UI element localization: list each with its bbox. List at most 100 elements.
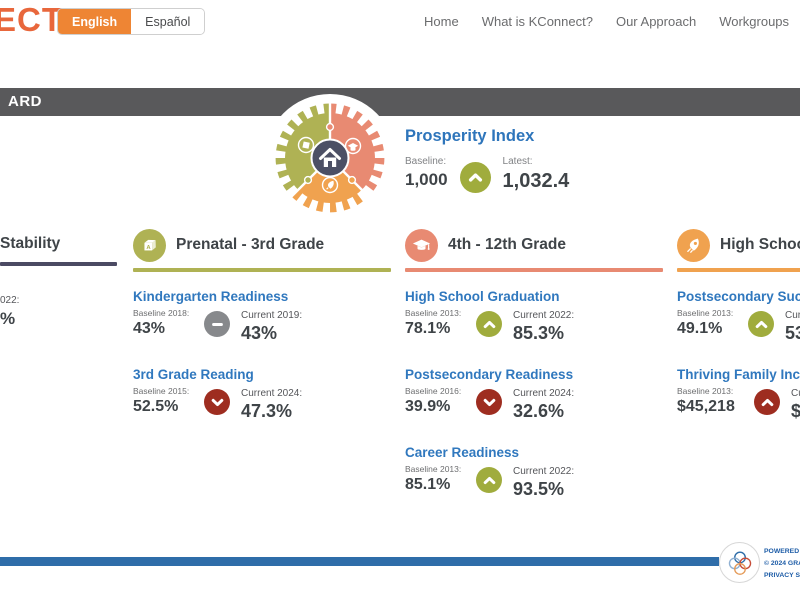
- column-title: Prenatal - 3rd Grade: [176, 236, 325, 253]
- baseline-value: 78.1%: [405, 320, 451, 337]
- baseline-value: $45,218: [677, 398, 735, 415]
- kconnect-logo[interactable]: ECT: [0, 1, 63, 38]
- current-value: 85.3%: [513, 323, 565, 343]
- rocket-icon: [677, 228, 710, 262]
- baseline-label: Baseline:: [405, 156, 447, 167]
- current-value: 32.6%: [513, 401, 565, 421]
- metric-link[interactable]: Thriving Family Income: [677, 367, 800, 382]
- footer-privacy-link[interactable]: PRIVACY STAT: [764, 572, 800, 580]
- baseline-value: 39.9%: [405, 398, 451, 415]
- current-value: 53.1%: [785, 323, 800, 343]
- footer-copyright: © 2024 GRAN: [764, 560, 800, 568]
- column-title: 4th - 12th Grade: [448, 236, 566, 253]
- metric-link[interactable]: Career Readiness: [405, 445, 520, 460]
- prosperity-latest: Latest: 1,032.4: [503, 156, 570, 193]
- trend-up-icon: [476, 467, 502, 493]
- trend-up-red-icon: [754, 389, 780, 415]
- baseline-label: Baseline 2013:: [405, 308, 462, 318]
- metric-link[interactable]: Kindergarten Readiness: [133, 289, 289, 304]
- language-espanol-button[interactable]: Español: [131, 9, 205, 34]
- metric-link[interactable]: High School Graduation: [405, 289, 560, 304]
- column-title: High School +: [720, 236, 800, 253]
- graduation-cap-mini-icon: [344, 137, 362, 155]
- current-label: Current 2024:: [513, 388, 575, 399]
- baseline-value: 43%: [133, 320, 166, 337]
- top-navbar: ECT English Español Home What is KConnec…: [0, 0, 800, 46]
- nav-item-what-is-kconnect[interactable]: What is KConnect?: [481, 14, 593, 29]
- footer-text: POWERED BY T © 2024 GRAN PRIVACY STAT: [764, 546, 800, 583]
- trend-down-icon: [476, 389, 502, 415]
- current-value: 47.3%: [241, 401, 293, 421]
- nav-item-workgroups[interactable]: Workgroups: [719, 14, 790, 29]
- page-title: ARD: [8, 93, 42, 110]
- baseline-label: Baseline 2015:: [133, 386, 190, 396]
- dashboard-title-bar: ARD: [0, 88, 800, 116]
- trend-down-icon: [204, 389, 230, 415]
- current-label: Current 2022:: [513, 310, 575, 321]
- main-nav: Home What is KConnect? Our Approach Work…: [424, 14, 800, 29]
- prosperity-index-title: Prosperity Index: [405, 127, 535, 145]
- baseline-value: 85.1%: [405, 476, 451, 493]
- baseline-value: 52.5%: [133, 398, 179, 415]
- footer-divider-bar: [0, 557, 719, 566]
- column-rule: [677, 268, 800, 272]
- latest-label: Latest:: [502, 156, 533, 167]
- nav-item-our-approach[interactable]: Our Approach: [615, 14, 697, 29]
- trend-up-icon: [748, 311, 774, 337]
- prosperity-index-panel: Prosperity Index Baseline: 1,000 Latest:…: [405, 127, 569, 193]
- baseline-label: Baseline 2013:: [677, 386, 734, 396]
- baseline-label: Baseline 2013:: [405, 464, 462, 474]
- current-label: Current 2024:: [241, 388, 303, 399]
- column-rule: [133, 268, 391, 272]
- current-label: Current 2022:: [785, 310, 800, 321]
- current-label: Current 2024:: [791, 388, 800, 399]
- baseline-label: Baseline 2018:: [133, 308, 190, 318]
- trend-flat-icon: [204, 311, 230, 337]
- baseline-label: Baseline 2016:: [405, 386, 462, 396]
- current-value: 93.5%: [513, 479, 565, 499]
- latest-value: 1,032.4: [502, 170, 570, 192]
- metric-link[interactable]: 3rd Grade Reading: [133, 367, 254, 382]
- metric-thriving-family-income: Thriving Family Income Baseline 2013: $4…: [677, 367, 800, 422]
- house-icon: [319, 148, 341, 167]
- clipped-metric: 022: %: [0, 295, 117, 329]
- metric-postsecondary-readiness: Postsecondary Readiness Baseline 2016: 3…: [405, 367, 663, 422]
- footer-powered-by: POWERED BY T: [764, 548, 800, 555]
- language-toggle: English Español: [57, 8, 206, 35]
- svg-text:A: A: [146, 244, 151, 250]
- metric-3rd-grade-reading: 3rd Grade Reading Baseline 2015: 52.5% C…: [133, 367, 391, 422]
- current-label: Current 2019:: [241, 310, 303, 321]
- trend-up-icon: [476, 311, 502, 337]
- toy-block-icon: A: [133, 228, 166, 262]
- baseline-value: 49.1%: [677, 320, 723, 337]
- prosperity-baseline: Baseline: 1,000: [405, 156, 448, 190]
- language-english-button[interactable]: English: [58, 9, 132, 34]
- foundation-rings-logo: [719, 542, 760, 583]
- metric-link[interactable]: Postsecondary Success: [677, 289, 800, 304]
- nav-item-home[interactable]: Home: [424, 14, 459, 29]
- baseline-label: Baseline 2013:: [677, 308, 734, 318]
- current-label: Current 2022:: [513, 466, 575, 477]
- column-prenatal-3rd: A Prenatal - 3rd Grade Kindergarten Read…: [133, 228, 391, 445]
- column-rule: [405, 268, 663, 272]
- baseline-value: 1,000: [405, 170, 448, 189]
- trend-up-icon: [459, 162, 491, 193]
- column-high-school-plus: High School + Postsecondary Success Base…: [677, 228, 800, 445]
- clipped-current-value: %: [0, 309, 16, 328]
- column-stability-title: Stability: [0, 235, 61, 252]
- metric-career-readiness: Career Readiness Baseline 2013: 85.1% Cu…: [405, 445, 663, 500]
- graduation-cap-icon: [405, 228, 438, 262]
- column-stability: Stability 022: %: [0, 228, 117, 329]
- column-stability-rule: [0, 262, 117, 266]
- current-value: $50: [791, 401, 800, 421]
- clipped-current-label: 022:: [0, 295, 20, 306]
- metric-postsecondary-success: Postsecondary Success Baseline 2013: 49.…: [677, 289, 800, 344]
- current-value: 43%: [241, 323, 278, 343]
- metric-kindergarten-readiness: Kindergarten Readiness Baseline 2018: 43…: [133, 289, 391, 344]
- toy-block-mini-icon: [297, 136, 315, 154]
- metric-link[interactable]: Postsecondary Readiness: [405, 367, 574, 382]
- prosperity-gear-icon: [275, 103, 385, 213]
- column-4th-12th: 4th - 12th Grade High School Graduation …: [405, 228, 663, 523]
- metric-high-school-graduation: High School Graduation Baseline 2013: 78…: [405, 289, 663, 344]
